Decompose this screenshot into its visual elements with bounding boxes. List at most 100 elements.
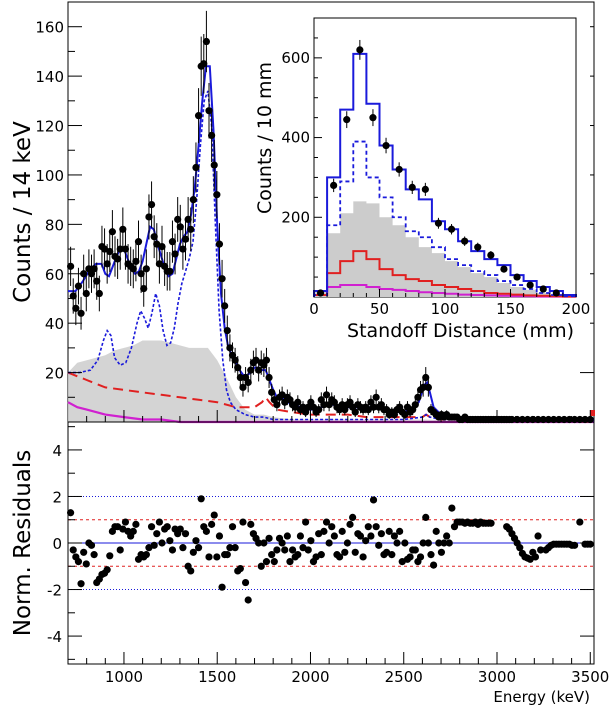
data-point (320, 401, 328, 409)
residual-point (132, 520, 140, 528)
inset-data-points (316, 39, 560, 297)
y-tick-label: 80 (45, 216, 64, 234)
residual-point (273, 546, 281, 554)
residual-point (268, 551, 276, 559)
blue-dotted-component-line (68, 90, 595, 423)
inset-x-tick-label: 200 (562, 300, 591, 318)
residual-point (187, 567, 195, 575)
residual-point (362, 537, 370, 545)
residual-y-tick-label: -2 (47, 582, 62, 600)
residual-point (286, 558, 294, 566)
data-point (239, 383, 247, 392)
data-point (221, 302, 229, 310)
residual-point (487, 519, 495, 527)
inset-magenta-step (313, 284, 577, 298)
residual-point (228, 523, 237, 531)
data-point (132, 257, 140, 266)
residual-y-axis-label: Norm. Residuals (10, 450, 36, 636)
inset-data-point (408, 183, 416, 191)
residual-point (325, 539, 333, 547)
residual-point (372, 523, 380, 531)
residual-point (317, 551, 325, 559)
main-y-ticks: 20 40 60 80 100 120 140 160 (35, 19, 594, 398)
residual-point (67, 509, 75, 517)
inset-ticks: 0 50 100 150 200 200 400 600 (281, 37, 591, 318)
data-point (544, 415, 553, 424)
inset-data-point (356, 46, 364, 54)
residual-point (445, 539, 453, 547)
data-point (137, 270, 145, 278)
data-point (273, 401, 281, 409)
data-point (322, 391, 331, 399)
residual-point (534, 532, 542, 540)
data-point (208, 131, 216, 140)
data-point (231, 356, 239, 364)
inset-data-point (316, 289, 325, 297)
data-point (129, 265, 137, 273)
data-point (69, 292, 77, 300)
data-point (315, 406, 323, 414)
inset-data-point (526, 281, 534, 289)
residual-point (153, 530, 161, 538)
residual-point (338, 527, 346, 535)
data-point (518, 415, 526, 424)
data-point (150, 233, 158, 241)
y-tick-label: 120 (35, 118, 64, 136)
residual-point (239, 518, 247, 526)
residual-point (283, 532, 291, 540)
residual-point (322, 518, 331, 526)
data-point (539, 415, 547, 424)
inset-data-point (539, 285, 547, 293)
main-x-ticks (86, 410, 591, 422)
x-tick-label: 1500 (198, 668, 236, 686)
data-point (372, 393, 380, 401)
data-point (145, 213, 153, 221)
inset-data-point (369, 114, 377, 122)
data-point (576, 415, 584, 424)
residual-point (531, 553, 540, 561)
residual-point (278, 539, 286, 547)
residual-point (163, 523, 171, 531)
residual-point (396, 527, 404, 535)
residual-point (208, 520, 216, 528)
residual-point (236, 564, 244, 573)
residual-point (77, 580, 85, 588)
residual-point (294, 551, 302, 559)
inset-data-point (434, 219, 443, 227)
inset-x-tick-label: 100 (431, 300, 460, 318)
data-point (77, 309, 85, 317)
residual-point (516, 544, 524, 552)
residual-y-tick-label: 2 (52, 488, 62, 506)
data-point (194, 112, 203, 120)
inset-x-axis-label: Standoff Distance (mm) (347, 320, 574, 342)
residual-point (257, 562, 265, 570)
data-point (192, 163, 200, 172)
data-point (181, 235, 190, 243)
gray-fill-area (68, 340, 594, 422)
residual-point (69, 546, 77, 554)
residual-point (586, 540, 594, 548)
y-tick-label: 20 (45, 365, 64, 383)
residual-points (67, 495, 594, 604)
data-point (93, 277, 101, 285)
residual-point (82, 560, 90, 568)
data-point (108, 228, 116, 236)
residual-point (270, 558, 278, 566)
inset-y-tick-label: 600 (281, 49, 310, 67)
data-point (106, 247, 114, 256)
y-tick-label: 60 (45, 266, 64, 284)
residual-point (121, 518, 130, 526)
residual-point (288, 546, 297, 554)
data-point (158, 242, 166, 251)
residual-point (349, 513, 357, 522)
data-point (236, 373, 244, 382)
residual-y-tick-label: 4 (52, 442, 62, 460)
data-point (508, 415, 516, 424)
data-point (202, 37, 211, 46)
residual-point (424, 539, 432, 547)
inset-data-point (421, 185, 429, 193)
residual-point (147, 523, 156, 531)
data-point (187, 225, 195, 233)
inset-gray-fill (314, 201, 576, 297)
